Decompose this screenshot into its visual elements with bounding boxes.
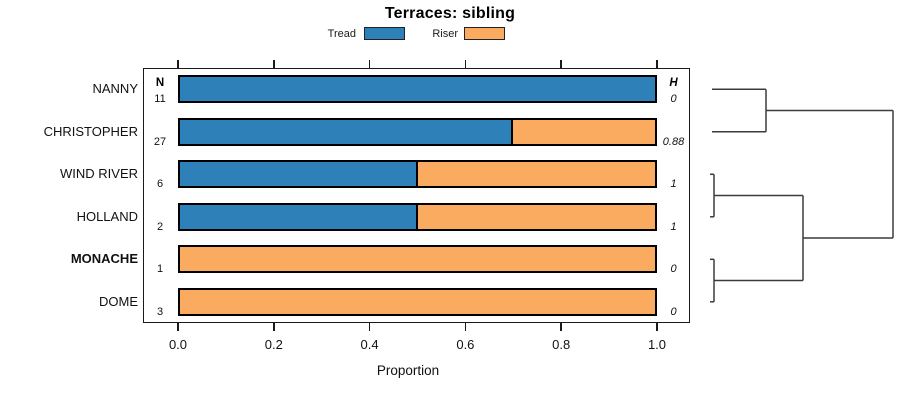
tread-segment bbox=[180, 119, 513, 144]
legend-label-riser: Riser bbox=[432, 28, 458, 40]
category-label: NANNY bbox=[92, 81, 138, 97]
tread-segment bbox=[180, 162, 418, 187]
n-value: 1 bbox=[156, 263, 164, 276]
stacked-bar bbox=[178, 202, 657, 231]
axis-tick-label: 0.2 bbox=[264, 337, 283, 352]
axis-tick-label: 1.0 bbox=[647, 337, 667, 352]
axis-tick bbox=[560, 60, 562, 68]
riser-segment bbox=[512, 119, 655, 144]
n-value: 11 bbox=[154, 93, 166, 106]
axis-tick bbox=[464, 60, 467, 68]
stacked-bar bbox=[178, 160, 657, 189]
n-value: 6 bbox=[156, 178, 164, 191]
column-header-n: N bbox=[155, 77, 165, 89]
axis-tick-label: 0.6 bbox=[456, 337, 475, 352]
axis-tick-label: 0.0 bbox=[168, 337, 188, 352]
h-value: 0 bbox=[670, 93, 677, 106]
n-value: 27 bbox=[153, 135, 167, 148]
plot-area bbox=[143, 68, 690, 323]
legend-label-tread: Tread bbox=[327, 28, 356, 40]
axis-tick bbox=[177, 323, 179, 331]
tread-segment bbox=[180, 204, 418, 229]
tread-segment bbox=[180, 77, 655, 102]
h-value: 1 bbox=[670, 178, 677, 191]
h-value: 0 bbox=[670, 263, 677, 276]
category-label: MONACHE bbox=[70, 251, 138, 267]
n-value: 3 bbox=[156, 305, 164, 318]
stacked-bar bbox=[178, 287, 657, 316]
axis-tick-label: 0.8 bbox=[552, 337, 571, 352]
stacked-bar bbox=[178, 75, 657, 104]
legend-swatch-riser bbox=[464, 27, 505, 40]
category-label: DOME bbox=[99, 293, 138, 309]
h-value: 0 bbox=[670, 305, 677, 318]
riser-segment bbox=[180, 247, 655, 272]
riser-segment bbox=[417, 204, 655, 229]
axis-tick bbox=[177, 60, 179, 68]
axis-tick-label: 0.4 bbox=[360, 337, 379, 352]
stacked-bar bbox=[178, 245, 657, 274]
x-axis-label: Proportion bbox=[376, 363, 440, 378]
h-value: 1 bbox=[670, 220, 677, 233]
h-value: 0.88 bbox=[662, 135, 685, 148]
axis-tick bbox=[464, 323, 467, 331]
axis-tick bbox=[273, 60, 275, 68]
column-header-h: H bbox=[669, 77, 678, 89]
axis-tick bbox=[368, 323, 371, 331]
axis-tick bbox=[368, 60, 371, 68]
category-label: WIND RIVER bbox=[60, 166, 138, 182]
axis-tick bbox=[656, 323, 658, 331]
category-label: CHRISTOPHER bbox=[43, 123, 138, 139]
riser-segment bbox=[180, 289, 655, 314]
stacked-bar bbox=[178, 117, 657, 146]
n-value: 2 bbox=[156, 220, 164, 233]
legend-swatch-tread bbox=[364, 27, 405, 40]
axis-tick bbox=[560, 323, 562, 331]
axis-tick bbox=[273, 323, 275, 331]
category-label: HOLLAND bbox=[76, 208, 138, 224]
riser-segment bbox=[417, 162, 655, 187]
chart-title: Terraces: sibling bbox=[384, 5, 516, 22]
axis-tick bbox=[656, 60, 658, 68]
